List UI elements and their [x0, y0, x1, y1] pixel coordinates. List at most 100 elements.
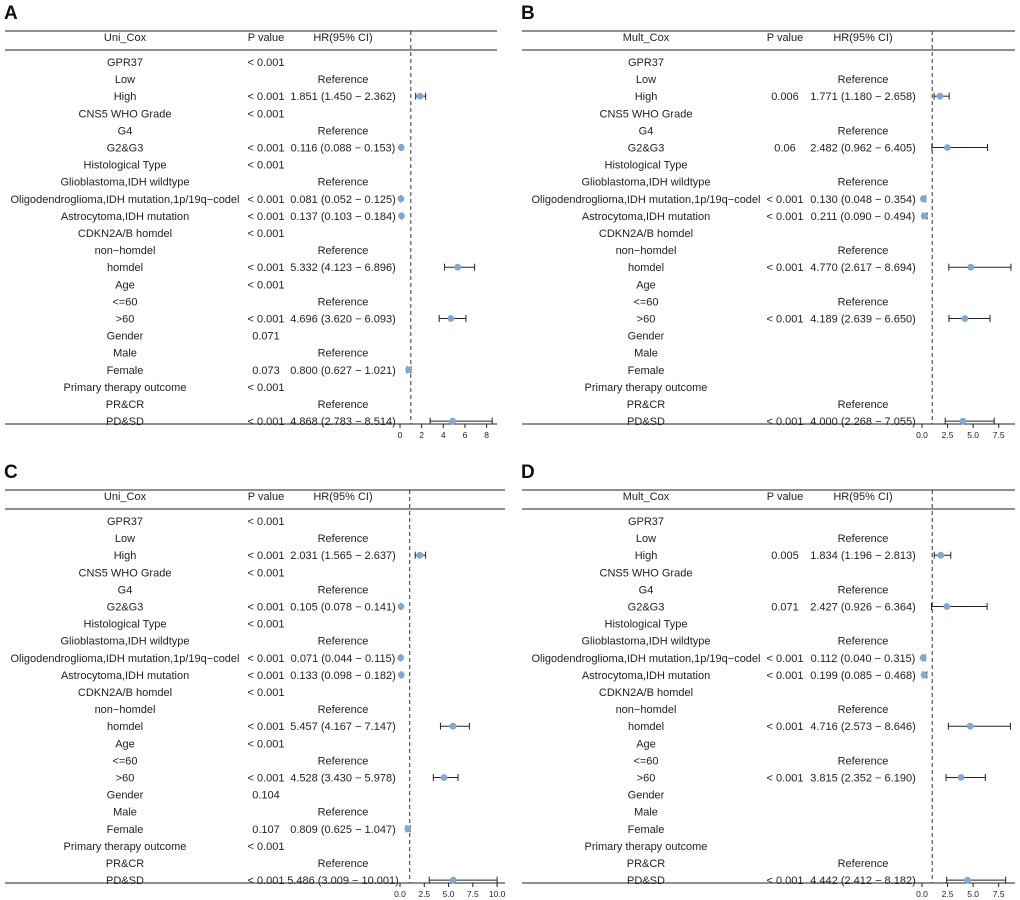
row-label: Primary therapy outcome — [64, 841, 187, 853]
row-label: homdel — [107, 262, 143, 274]
row-hr-ci: 1.851 (1.450 − 2.362) — [290, 91, 396, 103]
row-label: PD&SD — [627, 875, 665, 887]
row-label: PR&CR — [106, 858, 145, 870]
row-p-value: 0.071 — [771, 602, 799, 614]
row-label: Gender — [628, 331, 665, 343]
header-p-value: P value — [248, 491, 285, 503]
row-p-value: < 0.001 — [766, 670, 803, 682]
hr-point — [416, 551, 424, 559]
row-p-value: < 0.001 — [247, 228, 284, 240]
row-p-value: < 0.001 — [247, 653, 284, 665]
row-p-value: < 0.001 — [247, 567, 284, 579]
row-p-value: < 0.001 — [247, 262, 284, 274]
row-p-value: < 0.001 — [247, 160, 284, 172]
x-tick-label: 0.0 — [916, 430, 928, 440]
row-label: CNS5 WHO Grade — [600, 108, 693, 120]
row-p-value: < 0.001 — [766, 773, 803, 785]
row-p-value: < 0.001 — [766, 416, 803, 428]
row-label: PR&CR — [106, 399, 145, 411]
row-hr-ci: 4.528 (3.430 − 5.978) — [290, 773, 396, 785]
hr-point — [405, 366, 413, 374]
hr-point — [967, 263, 975, 271]
x-tick-label: 4 — [441, 430, 446, 440]
x-tick-label: 5.0 — [443, 889, 455, 899]
row-label: Glioblastoma,IDH wildtype — [582, 177, 711, 189]
row-hr-ci: Reference — [318, 584, 369, 596]
row-label: PD&SD — [106, 875, 144, 887]
row-p-value: < 0.001 — [247, 211, 284, 223]
panel-letter: D — [521, 462, 535, 483]
row-hr-ci: 2.427 (0.926 − 6.364) — [810, 602, 916, 614]
header-variable: Uni_Cox — [104, 32, 147, 44]
row-label: Male — [634, 348, 658, 360]
row-hr-ci: Reference — [318, 177, 369, 189]
hr-point — [920, 671, 928, 679]
x-tick-label: 5.0 — [967, 430, 979, 440]
row-p-value: 0.073 — [252, 365, 280, 377]
row-hr-ci: Reference — [838, 584, 889, 596]
row-hr-ci: Reference — [318, 858, 369, 870]
hr-point — [397, 195, 405, 203]
row-label: G4 — [118, 125, 133, 137]
row-hr-ci: Reference — [318, 399, 369, 411]
row-label: Primary therapy outcome — [585, 841, 708, 853]
row-label: Female — [107, 365, 144, 377]
row-hr-ci: Reference — [318, 533, 369, 545]
panel-letter: A — [4, 3, 18, 24]
row-label: G2&G3 — [628, 143, 665, 155]
row-label: Low — [636, 533, 656, 545]
row-hr-ci: 4.770 (2.617 − 8.694) — [810, 262, 916, 274]
header-hr: HR(95% CI) — [313, 32, 372, 44]
row-p-value: < 0.001 — [247, 738, 284, 750]
row-p-value: 0.104 — [252, 790, 280, 802]
header-p-value: P value — [248, 32, 285, 44]
row-p-value: < 0.001 — [247, 670, 284, 682]
row-p-value: 0.107 — [252, 824, 280, 836]
row-hr-ci: Reference — [838, 704, 889, 716]
hr-point — [449, 876, 457, 884]
row-hr-ci: Reference — [838, 74, 889, 86]
row-label: Male — [113, 807, 137, 819]
row-hr-ci: 4.716 (2.573 − 8.646) — [810, 721, 916, 733]
hr-point — [397, 603, 405, 610]
hr-point — [964, 876, 971, 884]
row-hr-ci: Reference — [318, 74, 369, 86]
x-axis: 0.0 2.5 5.0 7.5 — [916, 883, 1005, 899]
x-tick-label: 2.5 — [942, 430, 954, 440]
x-tick-label: 7.5 — [993, 430, 1005, 440]
x-tick-label: 2.5 — [942, 889, 954, 899]
row-label: Gender — [107, 790, 144, 802]
row-hr-ci: Reference — [838, 858, 889, 870]
row-label: <=60 — [112, 296, 137, 308]
row-hr-ci: 0.137 (0.103 − 0.184) — [290, 211, 396, 223]
row-hr-ci: Reference — [318, 296, 369, 308]
row-label: G4 — [639, 125, 654, 137]
row-hr-ci: 1.834 (1.196 − 2.813) — [810, 550, 916, 562]
x-axis: 0.0 2.5 5.0 7.5 — [916, 424, 1005, 440]
row-label: non−homdel — [616, 245, 677, 257]
row-hr-ci: Reference — [838, 533, 889, 545]
row-label: Glioblastoma,IDH wildtype — [61, 636, 190, 648]
row-p-value: 0.06 — [774, 143, 795, 155]
panel-A: A Uni_Cox P value HR(95% CI) GPR37 < 0.001 Low… — [4, 3, 497, 440]
row-p-value: 0.071 — [252, 331, 280, 343]
row-p-value: < 0.001 — [247, 314, 284, 326]
row-p-value: < 0.001 — [247, 516, 284, 528]
x-tick-label: 0.0 — [916, 889, 928, 899]
row-label: CDKN2A/B homdel — [599, 228, 693, 240]
row-p-value: < 0.001 — [247, 841, 284, 853]
hr-point — [961, 315, 969, 322]
row-label: High — [635, 550, 658, 562]
row-hr-ci: Reference — [318, 245, 369, 257]
hr-point — [416, 92, 424, 100]
row-hr-ci: 0.211 (0.090 − 0.494) — [811, 211, 916, 223]
row-hr-ci: Reference — [838, 399, 889, 411]
row-label: Age — [636, 279, 656, 291]
header-hr: HR(95% CI) — [313, 491, 372, 503]
row-hr-ci: 0.199 (0.085 − 0.468) — [810, 670, 916, 682]
row-label: <=60 — [633, 296, 658, 308]
hr-point — [943, 144, 951, 151]
row-p-value: < 0.001 — [247, 194, 284, 206]
row-label: Oligodendroglioma,IDH mutation,1p/19q−co… — [10, 194, 239, 206]
